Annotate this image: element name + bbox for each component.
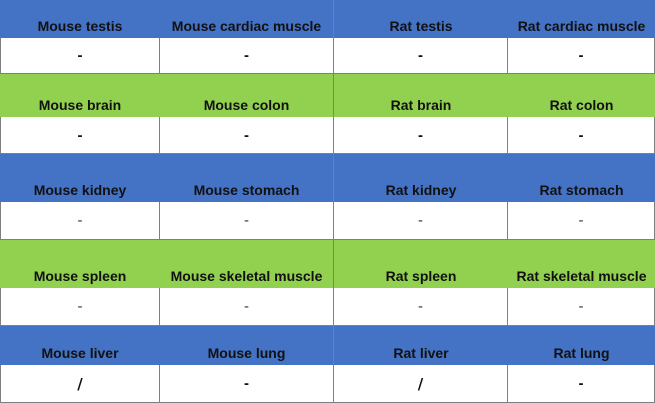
header-cell: Rat testis bbox=[389, 18, 453, 34]
value-row-2: - - - - bbox=[0, 117, 655, 154]
value-cell: / bbox=[0, 365, 160, 402]
header-cell: Rat skeletal muscle bbox=[516, 268, 647, 284]
value-row-1: - - - - bbox=[0, 38, 655, 74]
header-cell: Rat kidney bbox=[385, 182, 457, 198]
value-cell: - bbox=[0, 117, 160, 153]
value-cell: - bbox=[334, 38, 508, 73]
value-cell: - bbox=[160, 202, 334, 239]
header-cell: Rat spleen bbox=[385, 268, 457, 284]
value-cell: - bbox=[0, 38, 160, 73]
header-cell: Rat brain bbox=[390, 97, 452, 113]
header-cell: Mouse lung bbox=[160, 326, 334, 365]
header-cell: Rat colon bbox=[549, 97, 614, 113]
value-cell: - bbox=[508, 288, 655, 325]
header-cell: Mouse colon bbox=[160, 74, 334, 117]
header-cell: Rat stomach bbox=[539, 182, 624, 198]
value-cell: - bbox=[160, 38, 334, 73]
header-cell: Mouse brain bbox=[38, 97, 122, 113]
value-cell: - bbox=[508, 38, 655, 73]
value-row-3: - - - - bbox=[0, 202, 655, 240]
value-row-4: - - - - bbox=[0, 288, 655, 326]
header-cell: Mouse liver bbox=[41, 345, 119, 361]
value-cell: - bbox=[508, 117, 655, 153]
value-cell: - bbox=[160, 365, 334, 402]
header-cell: Rat liver bbox=[393, 345, 449, 361]
value-cell: - bbox=[0, 288, 160, 325]
value-cell: - bbox=[334, 202, 508, 239]
header-row-1: Mouse testis Mouse cardiac muscle Rat te… bbox=[0, 0, 655, 38]
value-cell: - bbox=[508, 202, 655, 239]
value-cell: - bbox=[508, 365, 655, 402]
header-row-4: Mouse spleen Mouse skeletal muscle Rat s… bbox=[0, 240, 655, 288]
header-cell: Mouse spleen bbox=[33, 268, 127, 284]
value-cell: - bbox=[160, 117, 334, 153]
header-row-2: Mouse brain Mouse colon Rat brain Rat co… bbox=[0, 74, 655, 117]
header-cell: Mouse testis bbox=[37, 18, 123, 34]
header-row-5: Mouse liver Mouse lung Rat liver Rat lun… bbox=[0, 326, 655, 365]
value-row-5: / - / - bbox=[0, 365, 655, 403]
value-cell: - bbox=[0, 202, 160, 239]
header-cell: Mouse skeletal muscle bbox=[160, 240, 334, 288]
value-cell: - bbox=[334, 288, 508, 325]
value-cell: - bbox=[160, 288, 334, 325]
header-cell: Mouse kidney bbox=[33, 182, 127, 198]
value-cell: - bbox=[334, 117, 508, 153]
header-cell: Mouse stomach bbox=[160, 154, 334, 202]
header-cell: Rat lung bbox=[553, 345, 610, 361]
value-cell: / bbox=[334, 365, 508, 402]
header-cell: Mouse cardiac muscle bbox=[160, 0, 334, 38]
header-row-3: Mouse kidney Mouse stomach Rat kidney Ra… bbox=[0, 154, 655, 202]
header-cell: Rat cardiac muscle bbox=[517, 18, 646, 34]
